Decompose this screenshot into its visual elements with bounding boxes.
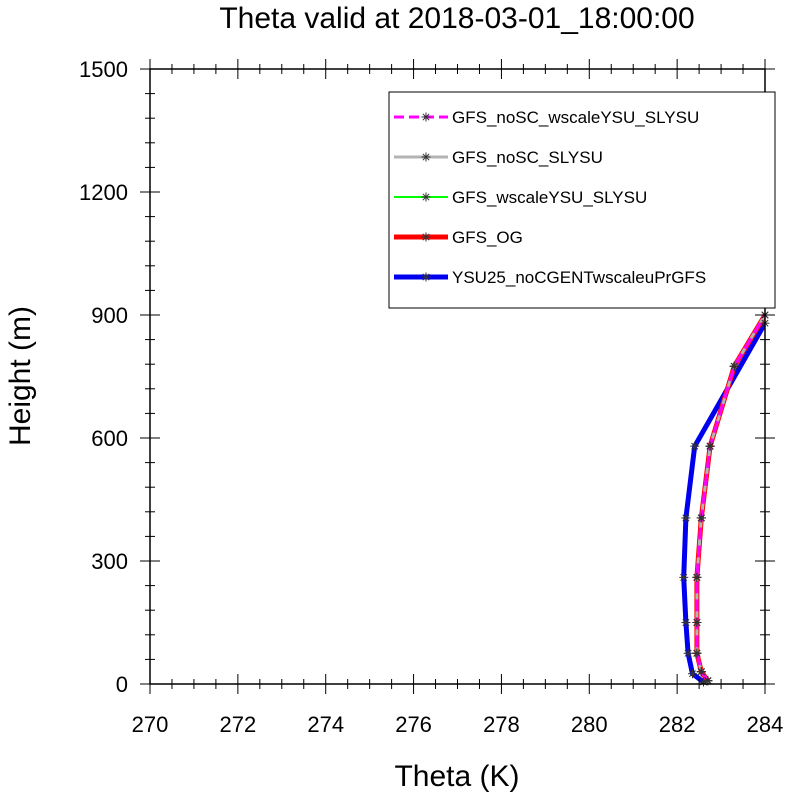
legend-item: GFS_noSC_wscaleYSU_SLYSU	[394, 108, 699, 127]
series-line	[694, 313, 765, 683]
data-point-marker	[681, 513, 691, 523]
data-point-marker	[421, 152, 431, 162]
data-point-marker	[681, 618, 691, 627]
data-point-marker	[421, 192, 431, 202]
tick-labels: 270 272 274 276 278 280 282 284 0 300 600 900 1200 15…	[79, 57, 783, 737]
data-point-marker	[421, 232, 431, 242]
x-tick-label: 280	[571, 712, 608, 737]
data-point-marker	[692, 572, 702, 582]
marker-layer	[679, 310, 770, 687]
x-tick-label: 276	[395, 712, 432, 737]
legend: GFS_noSC_wscaleYSU_SLYSU GFS_noSC_SLYSU GF…	[388, 91, 776, 309]
data-point-marker	[679, 572, 689, 582]
legend-item: YSU25_noCGENTwscaleuPrGFS	[394, 268, 706, 287]
y-tick-label: 0	[116, 672, 128, 697]
y-axis-label: Height (m)	[4, 306, 37, 446]
data-point-marker	[683, 648, 693, 658]
data-point-marker	[690, 441, 700, 451]
y-tick-label: 1200	[79, 180, 128, 205]
data-point-marker	[421, 112, 431, 122]
series-layer	[681, 313, 765, 684]
x-tick-label: 278	[483, 712, 520, 737]
data-point-marker	[729, 361, 739, 371]
x-tick-label: 274	[307, 712, 344, 737]
x-tick-label: 272	[219, 712, 256, 737]
legend-label: YSU25_noCGENTwscaleuPrGFS	[452, 268, 706, 287]
legend-item: GFS_noSC_SLYSU	[394, 148, 603, 167]
x-tick-label: 282	[659, 712, 696, 737]
plot-frame	[149, 68, 766, 685]
data-point-marker	[699, 677, 708, 687]
y-tick-label: 600	[91, 426, 128, 451]
y-tick-label: 300	[91, 549, 128, 574]
data-point-marker	[703, 676, 713, 686]
data-point-marker	[688, 669, 698, 679]
data-point-marker	[692, 648, 702, 658]
data-point-marker	[705, 441, 715, 451]
data-point-marker	[421, 272, 431, 282]
legend-label: GFS_OG	[452, 228, 523, 247]
legend-box	[388, 91, 776, 309]
series-line	[681, 321, 765, 684]
legend-label: GFS_noSC_SLYSU	[452, 148, 603, 167]
data-point-marker	[692, 618, 702, 627]
chart-title: Theta valid at 2018-03-01_18:00:00	[219, 2, 694, 35]
series-line	[695, 314, 765, 682]
legend-item: GFS_wscaleYSU_SLYSU	[394, 188, 647, 207]
legend-label: GFS_noSC_wscaleYSU_SLYSU	[452, 108, 699, 127]
x-tick-label: 270	[132, 712, 169, 737]
legend-item: GFS_OG	[394, 228, 523, 247]
x-axis-label: Theta (K)	[394, 760, 519, 793]
x-tick-label: 284	[747, 712, 784, 737]
data-point-marker	[696, 513, 706, 523]
y-tick-label: 1500	[79, 57, 128, 82]
data-point-marker	[696, 667, 706, 677]
y-tick-label: 900	[91, 303, 128, 328]
legend-label: GFS_wscaleYSU_SLYSU	[452, 188, 647, 207]
